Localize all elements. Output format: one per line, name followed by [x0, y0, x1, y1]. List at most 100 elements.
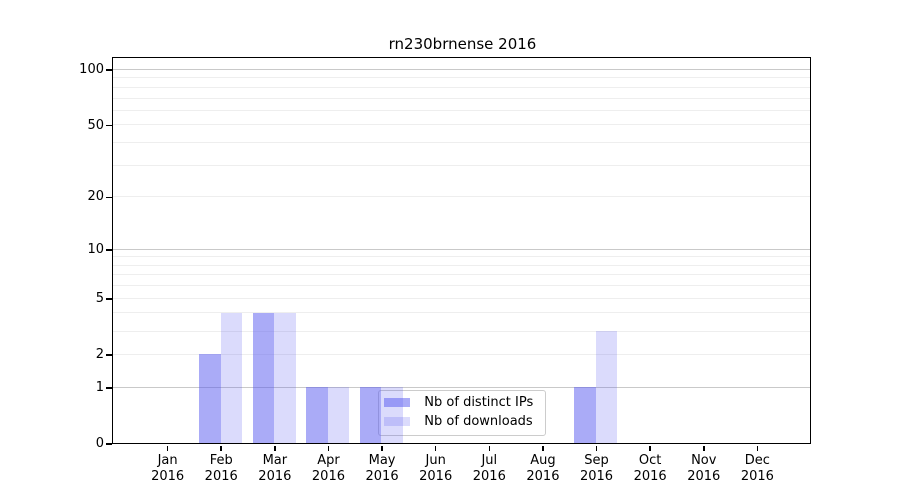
x-tick-mark — [327, 445, 330, 452]
gridline-minor — [113, 196, 811, 198]
x-tick-label-dec: Dec 2016 — [725, 453, 789, 484]
y-tick-label-0: 0 — [95, 436, 104, 451]
x-tick-year: 2016 — [258, 468, 292, 484]
gridline-minor — [113, 264, 811, 266]
legend-item: Nb of downloads — [384, 412, 536, 431]
bar-distinct-ips-mar — [252, 312, 275, 444]
bar-distinct-ips-feb — [199, 354, 221, 444]
legend-box — [378, 390, 547, 437]
y-tick-mark — [105, 354, 113, 356]
y-tick-mark — [105, 248, 113, 251]
x-tick-year: 2016 — [633, 468, 667, 484]
legend-swatch-downloads — [384, 417, 411, 427]
x-tick-month: Jul — [481, 453, 498, 468]
x-tick-month: Jun — [425, 453, 446, 468]
x-tick-mark — [488, 445, 491, 452]
x-tick-mark — [220, 445, 223, 452]
x-tick-month: Apr — [317, 453, 340, 468]
x-tick-label-aug: Aug 2016 — [511, 453, 575, 484]
x-tick-mark — [542, 445, 544, 452]
gridline-minor — [113, 353, 811, 355]
x-tick-year: 2016 — [151, 468, 185, 484]
gridline-minor — [113, 142, 811, 144]
x-tick-year: 2016 — [419, 468, 453, 484]
x-tick-month: Feb — [209, 453, 233, 468]
x-tick-month: Dec — [744, 453, 770, 468]
y-tick-mark — [105, 196, 113, 199]
y-tick-mark — [105, 298, 113, 300]
y-tick-label-5: 5 — [95, 290, 104, 306]
x-tick-mark — [274, 445, 276, 452]
legend: Nb of distinct IPs Nb of downloads — [378, 390, 544, 434]
x-tick-month: May — [368, 453, 396, 468]
x-tick-mark — [649, 445, 651, 452]
x-tick-label-jun: Jun 2016 — [404, 453, 468, 484]
y-tick-label-10: 10 — [87, 241, 104, 257]
x-tick-month: Sep — [584, 453, 609, 468]
y-tick-label-20: 20 — [87, 189, 104, 205]
plot-area: Nb of distinct IPs Nb of downloads — [112, 57, 812, 445]
bar-downloads-apr — [327, 387, 350, 444]
x-tick-month: Aug — [530, 453, 556, 468]
x-tick-mark — [702, 445, 705, 452]
gridline-minor — [113, 97, 811, 99]
legend-label: Nb of distinct IPs — [424, 395, 534, 411]
x-tick-month: Nov — [691, 453, 717, 468]
gridline-minor — [113, 274, 811, 276]
gridline-minor — [113, 312, 811, 314]
x-tick-year: 2016 — [365, 468, 399, 484]
x-tick-month: Jan — [157, 453, 178, 468]
x-tick-label-jul: Jul 2016 — [457, 453, 521, 484]
bar-downloads-mar — [274, 312, 296, 444]
gridline-minor — [113, 330, 811, 332]
x-tick-month: Oct — [638, 453, 662, 468]
gridline-minor — [113, 164, 811, 166]
legend-item: Nb of distinct IPs — [384, 393, 536, 412]
x-tick-label-apr: Apr 2016 — [296, 453, 360, 484]
gridline-minor — [113, 256, 811, 258]
bar-distinct-ips-sep — [574, 387, 596, 444]
x-tick-label-may: May 2016 — [350, 453, 414, 484]
x-tick-year: 2016 — [687, 468, 721, 484]
legend-label: Nb of downloads — [424, 414, 533, 430]
x-tick-mark — [166, 445, 169, 452]
y-tick-label-50: 50 — [87, 117, 104, 133]
x-tick-year: 2016 — [579, 468, 614, 484]
x-tick-label-mar: Mar 2016 — [243, 453, 307, 484]
gridline-minor — [113, 86, 811, 88]
bar-distinct-ips-apr — [306, 387, 328, 444]
x-tick-label-feb: Feb 2016 — [189, 453, 253, 484]
y-tick-mark — [105, 124, 113, 127]
x-tick-year: 2016 — [311, 468, 345, 484]
y-tick-mark — [105, 69, 113, 71]
x-tick-year: 2016 — [204, 468, 238, 484]
bar-downloads-feb — [220, 312, 243, 444]
bar-downloads-sep — [595, 331, 618, 444]
x-tick-month: Mar — [262, 453, 288, 468]
bars-layer — [113, 58, 810, 444]
gridline-minor — [113, 285, 811, 287]
x-tick-mark — [434, 445, 437, 452]
gridline-minor — [113, 77, 811, 79]
gridline-major — [113, 248, 811, 250]
bar-distinct-ips-may — [359, 387, 382, 444]
gridline-major — [113, 69, 811, 70]
gridline-minor — [113, 297, 811, 299]
chart-title: rn230brnense 2016 — [388, 35, 537, 53]
y-tick-mark — [105, 443, 113, 445]
x-tick-year: 2016 — [526, 468, 560, 484]
x-tick-mark — [595, 445, 598, 452]
y-tick-label-1: 1 — [95, 379, 104, 395]
y-tick-label-2: 2 — [95, 347, 104, 363]
legend-swatch-distinct-ips — [384, 398, 411, 408]
x-tick-mark — [381, 445, 383, 452]
gridline-major — [113, 386, 811, 388]
x-tick-year: 2016 — [740, 468, 774, 484]
gridline-minor — [113, 109, 811, 111]
x-tick-label-oct: Oct 2016 — [618, 453, 682, 484]
y-tick-mark — [105, 387, 113, 389]
gridline-minor — [113, 124, 811, 126]
x-tick-label-jan: Jan 2016 — [136, 453, 200, 484]
x-tick-label-sep: Sep 2016 — [565, 453, 629, 484]
